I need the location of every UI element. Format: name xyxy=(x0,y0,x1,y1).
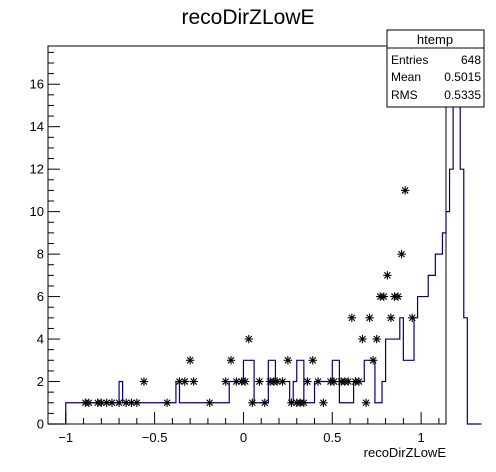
x-axis-ticks: −1 −0.5 0 0.5 1 xyxy=(47,412,440,445)
data-marker xyxy=(383,271,392,280)
data-marker xyxy=(114,398,124,407)
data-marker xyxy=(84,398,94,407)
y-tick-label: 16 xyxy=(30,77,44,92)
y-tick-label: 14 xyxy=(30,119,44,134)
x-axis-title: recoDirZLowE xyxy=(364,445,447,460)
y-tick-label: 0 xyxy=(37,417,44,432)
y-tick-label: 8 xyxy=(37,247,44,262)
plot-frame xyxy=(47,45,447,425)
data-marker xyxy=(329,377,339,386)
data-marker xyxy=(368,356,378,365)
data-marker xyxy=(361,398,371,407)
x-tick-label: 1 xyxy=(418,430,425,445)
data-marker xyxy=(205,398,214,407)
data-marker xyxy=(132,398,142,407)
data-marker xyxy=(365,313,374,323)
data-marker xyxy=(308,356,317,365)
data-marker xyxy=(379,292,389,301)
data-marker xyxy=(313,377,323,386)
data-marker xyxy=(299,398,309,407)
data-marker xyxy=(278,377,287,386)
stats-entries-value: 648 xyxy=(461,53,481,67)
data-marker xyxy=(347,313,357,323)
histogram-outline xyxy=(48,62,482,425)
data-marker xyxy=(344,377,353,386)
data-marker xyxy=(244,334,253,344)
data-marker xyxy=(393,292,403,301)
data-marker xyxy=(221,377,230,386)
stats-rms-label: RMS xyxy=(391,88,418,102)
x-tick-label: −0.5 xyxy=(142,430,168,445)
data-marker xyxy=(185,356,195,365)
x-tick-label: 0 xyxy=(240,430,247,445)
data-marker xyxy=(255,377,264,386)
y-tick-label: 10 xyxy=(30,204,44,219)
data-marker xyxy=(260,398,269,407)
histogram-layer xyxy=(48,62,482,425)
data-marker xyxy=(372,334,381,344)
stats-box: htemp Entries 648 Mean 0.5015 RMS 0.5335 xyxy=(386,29,485,108)
data-marker xyxy=(241,377,250,386)
stats-box-frame xyxy=(386,29,485,108)
data-marker xyxy=(283,356,293,365)
y-tick-label: 6 xyxy=(37,289,44,304)
data-marker xyxy=(226,356,236,365)
y-tick-label: 4 xyxy=(37,332,44,347)
y-axis-ticks: 0 2 4 6 8 10 12 14 16 xyxy=(30,51,60,432)
data-marker xyxy=(102,398,111,407)
data-marker xyxy=(358,334,367,344)
stats-entries-label: Entries xyxy=(391,53,428,67)
data-marker xyxy=(400,186,410,195)
y-tick-label: 12 xyxy=(30,162,44,177)
marker-layer xyxy=(81,37,417,407)
data-marker xyxy=(408,313,417,323)
data-marker xyxy=(354,377,364,386)
data-marker xyxy=(303,377,312,386)
data-marker xyxy=(162,398,172,407)
y-tick-label: 2 xyxy=(37,374,44,389)
data-marker xyxy=(386,313,396,323)
data-marker xyxy=(107,398,117,407)
x-tick-label: 0.5 xyxy=(323,430,341,445)
stats-box-title: htemp xyxy=(417,32,453,47)
stats-rms-value: 0.5335 xyxy=(444,88,481,102)
x-tick-label: −1 xyxy=(58,430,73,445)
data-marker xyxy=(248,398,257,407)
data-marker xyxy=(139,377,149,386)
data-marker xyxy=(189,377,198,386)
stats-mean-label: Mean xyxy=(391,70,421,84)
data-marker xyxy=(180,377,190,386)
chart-title: recoDirZLowE xyxy=(181,6,315,29)
data-marker xyxy=(397,249,406,259)
data-marker xyxy=(319,398,328,407)
stats-mean-value: 0.5015 xyxy=(444,70,481,84)
